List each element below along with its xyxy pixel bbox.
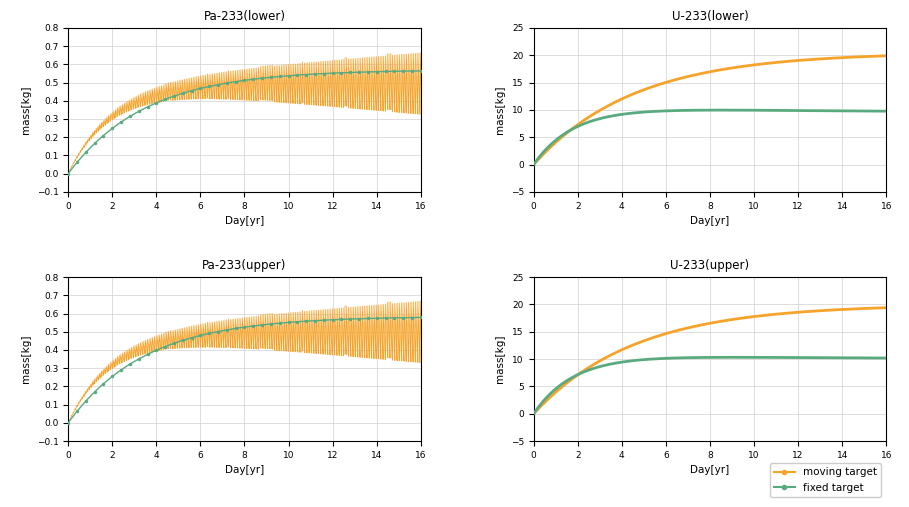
Y-axis label: mass[kg]: mass[kg] <box>21 335 31 383</box>
X-axis label: Day[yr]: Day[yr] <box>225 216 265 226</box>
Y-axis label: mass[kg]: mass[kg] <box>21 86 31 134</box>
Y-axis label: mass[kg]: mass[kg] <box>495 86 505 134</box>
Title: U-233(lower): U-233(lower) <box>672 10 748 22</box>
X-axis label: Day[yr]: Day[yr] <box>225 465 265 476</box>
Legend: moving target, fixed target: moving target, fixed target <box>770 463 881 497</box>
Title: Pa-233(upper): Pa-233(upper) <box>203 259 286 272</box>
Title: Pa-233(lower): Pa-233(lower) <box>204 10 285 22</box>
X-axis label: Day[yr]: Day[yr] <box>690 216 730 226</box>
X-axis label: Day[yr]: Day[yr] <box>690 465 730 476</box>
Title: U-233(upper): U-233(upper) <box>671 259 750 272</box>
Y-axis label: mass[kg]: mass[kg] <box>495 335 505 383</box>
